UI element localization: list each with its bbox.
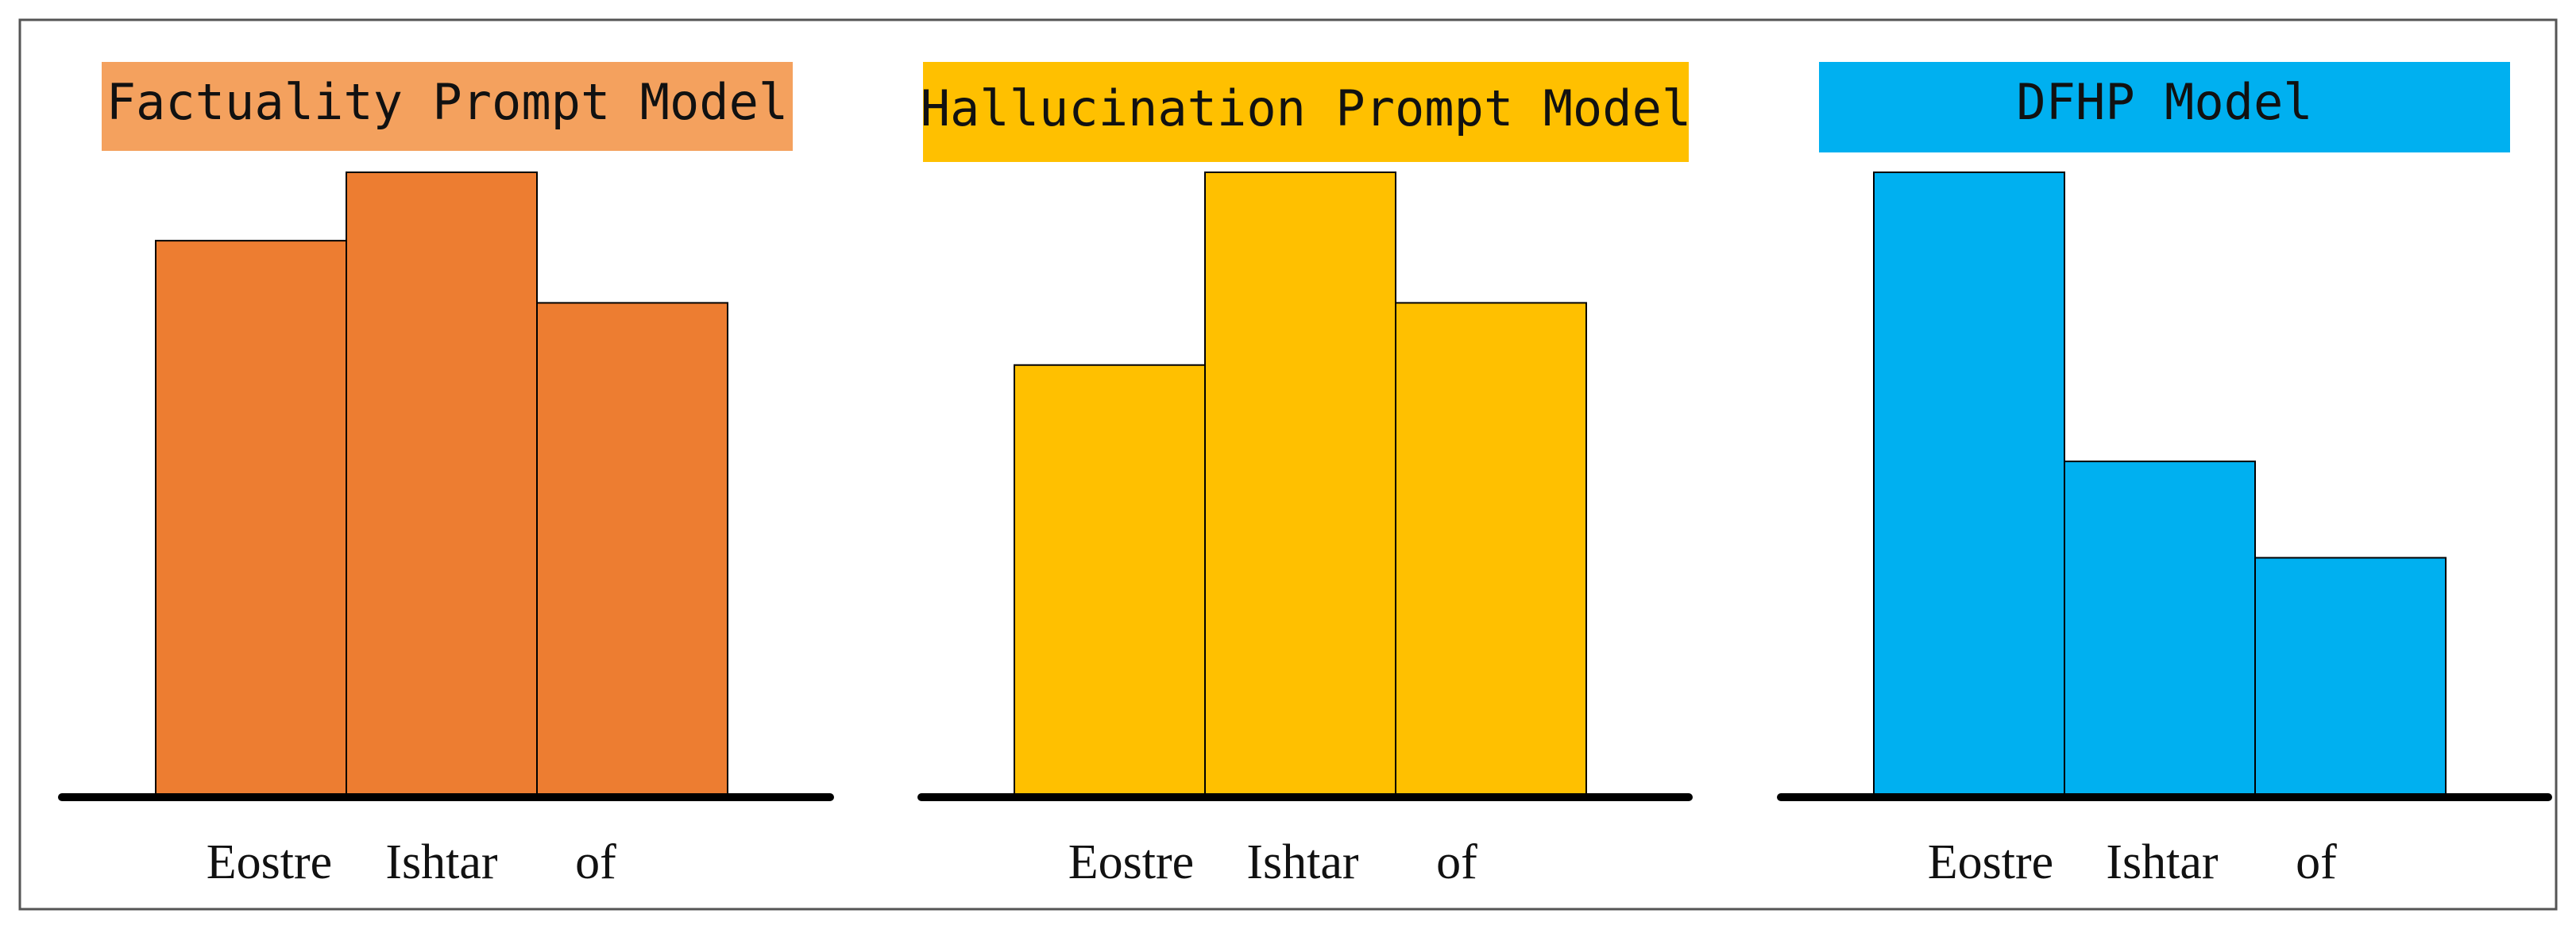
bar-ishtar (1204, 172, 1396, 795)
bar-eostre (1873, 172, 2065, 795)
panel-2-title-box (923, 62, 1689, 162)
figure-frame (18, 18, 2558, 911)
panel-3-title: DFHP Model (2016, 73, 2312, 131)
panel-dfhp: DFHP Model Eostre Ishtar of (1777, 62, 2552, 889)
panel-2-tick-ishtar: Ishtar (1246, 835, 1359, 889)
bar-eostre (155, 240, 347, 795)
panel-1-title-box (102, 62, 793, 151)
panel-2-tick-of: of (1436, 835, 1477, 889)
panel-1-tick-of: of (575, 835, 616, 889)
panel-3-tick-of: of (2296, 835, 2337, 889)
panel-3-bars (1873, 172, 2447, 796)
panel-1-tick-ishtar: Ishtar (385, 835, 498, 889)
bar-of (2254, 557, 2447, 796)
panel-1-bars (155, 172, 728, 795)
panel-1-title: Factuality Prompt Model (106, 73, 789, 131)
bar-of (536, 302, 728, 795)
bar-ishtar (2064, 461, 2256, 795)
bar-eostre (1014, 364, 1206, 796)
panel-3-tick-ishtar: Ishtar (2106, 835, 2219, 889)
panel-factuality: Factuality Prompt Model Eostre Ishtar of (58, 62, 834, 889)
panel-2-bars (1014, 172, 1587, 796)
panel-3-tick-eostre: Eostre (1928, 835, 2053, 889)
panel-3-title-box (1819, 62, 2510, 152)
panel-hallucination: Hallucination Prompt Model Eostre Ishtar… (917, 62, 1693, 889)
panel-2-title: Hallucination Prompt Model (921, 79, 1692, 137)
bar-ishtar (346, 172, 538, 795)
panel-1-tick-eostre: Eostre (207, 835, 332, 889)
bar-of (1395, 302, 1587, 795)
panel-2-tick-eostre: Eostre (1068, 835, 1194, 889)
